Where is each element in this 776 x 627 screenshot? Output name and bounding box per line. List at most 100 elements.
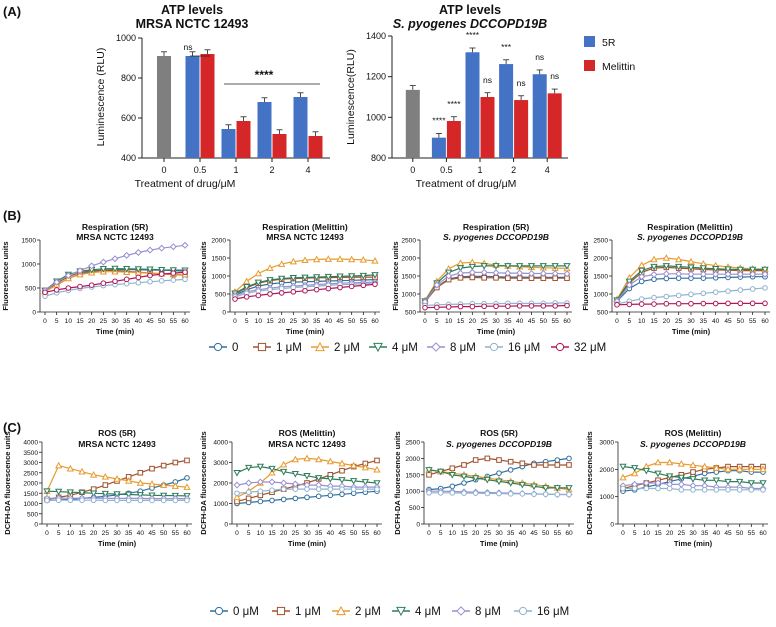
data-point-32m xyxy=(688,300,694,307)
data-point-4m xyxy=(233,469,241,477)
x-tick-label: 60 xyxy=(761,318,769,325)
x-tick-label: 5 xyxy=(435,318,439,325)
y-tick-label: 3000 xyxy=(599,440,614,447)
legend-c: 0 μM 1 μM 2 μM 4 μM 8 μM 16 μM xyxy=(210,605,569,618)
bar-5r-2 xyxy=(257,102,272,158)
bar-control-0 xyxy=(157,56,171,158)
data-point-32m xyxy=(540,303,547,309)
data-point-4m xyxy=(146,266,154,274)
data-point-32m xyxy=(112,278,118,285)
data-point-1m xyxy=(507,458,514,465)
data-point-2m xyxy=(361,463,369,471)
data-point-4m xyxy=(701,477,709,485)
data-point-4m xyxy=(66,489,74,497)
data-point-0m xyxy=(304,494,310,501)
data-point-32m xyxy=(651,301,657,307)
x-tick-label: 15 xyxy=(650,318,658,325)
x-tick-label: 40 xyxy=(713,530,721,537)
data-point-2m xyxy=(747,465,755,473)
x-tick-label: 30 xyxy=(689,530,697,537)
x-tick-label: 30 xyxy=(687,318,695,325)
sig-label: **** xyxy=(447,99,461,109)
data-point-4m xyxy=(518,481,526,489)
data-point-16m xyxy=(55,497,62,504)
chart-title: ROS (5R) xyxy=(98,428,136,438)
atp-subtitle-pyogenes: S. pyogenes DCCOPD19B xyxy=(393,17,547,31)
data-point-2m xyxy=(113,475,121,482)
data-point-16m xyxy=(663,293,670,300)
x-tick-label: 40 xyxy=(712,318,720,325)
data-point-4m xyxy=(516,263,524,270)
x-axis-label: Time (min) xyxy=(477,327,516,336)
data-point-32m xyxy=(348,283,355,290)
x-tick-label: 60 xyxy=(373,530,381,537)
data-point-2m xyxy=(233,493,241,501)
data-point-8m xyxy=(53,278,61,286)
data-point-4m xyxy=(712,477,720,485)
data-point-2m xyxy=(662,254,670,261)
y-tick-label: 2000 xyxy=(23,481,38,488)
data-point-8m xyxy=(468,268,476,276)
x-tick-label: 25 xyxy=(100,318,108,325)
x-tick-label: 45 xyxy=(338,530,346,537)
data-point-2m xyxy=(359,255,367,263)
data-point-0m xyxy=(461,480,467,486)
data-point-0m xyxy=(496,470,502,476)
data-point-16m xyxy=(638,296,645,302)
legend-marker-5 xyxy=(518,606,528,616)
x-tick-label: 10 xyxy=(643,530,651,537)
data-point-4m xyxy=(348,273,356,280)
x-tick-label: 20 xyxy=(666,530,674,537)
data-point-32m xyxy=(182,269,188,275)
x-tick-label: 60 xyxy=(759,530,767,537)
data-point-4m xyxy=(699,265,707,272)
data-point-4m xyxy=(747,480,755,487)
x-tick-label: 10 xyxy=(255,318,263,325)
data-point-8m xyxy=(445,272,453,280)
data-point-2m xyxy=(371,257,379,264)
x-tick-label: 20 xyxy=(278,318,286,325)
data-point-8m xyxy=(64,272,72,280)
data-point-4m xyxy=(101,490,109,498)
data-point-1m xyxy=(519,460,526,467)
data-point-1m xyxy=(531,462,537,468)
bar-5r-4 xyxy=(293,97,308,158)
x-tick-label: 45 xyxy=(146,318,154,325)
legend-marker-4 xyxy=(431,342,441,352)
x-axis-label: Time (min) xyxy=(286,327,325,336)
chart-subtitle: S. pyogenes DCCOPD19B xyxy=(446,439,552,449)
y-axis-label: Fluorescence units xyxy=(581,241,590,310)
data-point-16m xyxy=(67,497,74,504)
data-point-2m xyxy=(148,480,156,487)
legend-a: 5R Melittin xyxy=(584,36,635,73)
data-point-2m xyxy=(350,461,358,469)
chart-title: ROS (5R) xyxy=(480,428,518,438)
data-point-32m xyxy=(493,303,499,310)
x-axis-label: Time (min) xyxy=(98,539,137,548)
data-point-16m xyxy=(137,497,144,504)
data-point-4m xyxy=(359,272,367,280)
data-point-4m xyxy=(99,266,107,273)
legend-label-4: 8 μM xyxy=(450,342,476,354)
data-point-2m xyxy=(724,465,732,473)
data-point-32m xyxy=(372,281,378,288)
data-point-1m xyxy=(172,459,179,466)
data-point-0m xyxy=(184,475,190,481)
data-point-2m xyxy=(268,468,276,476)
data-point-8m xyxy=(492,269,500,277)
x-tick-label: 40 xyxy=(137,530,145,537)
y-tick-label: 1000 xyxy=(23,501,38,508)
data-point-16m xyxy=(172,497,179,504)
x-tick-label: 45 xyxy=(528,318,536,325)
data-point-2m xyxy=(313,255,321,263)
data-point-32m xyxy=(445,304,452,310)
y-tick-label: 1000 xyxy=(211,274,226,281)
data-point-2m xyxy=(90,470,98,478)
data-point-8m xyxy=(539,269,547,277)
x-tick-label: 15 xyxy=(268,530,276,537)
x-tick-label: 50 xyxy=(542,530,550,537)
data-point-16m xyxy=(269,487,275,493)
data-point-4m xyxy=(687,264,695,272)
data-point-4m xyxy=(736,266,744,274)
